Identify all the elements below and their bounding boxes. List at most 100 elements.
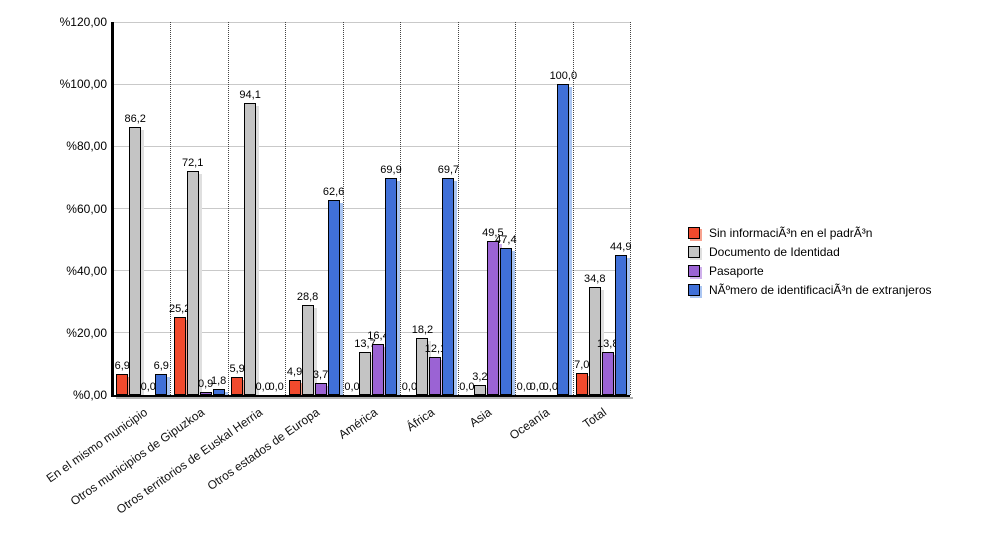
bar-value-label: 0,0 (140, 381, 156, 393)
bar-pasaporte (372, 344, 384, 395)
bar-n-mero-de-identificaci-n-de-extranjeros (212, 389, 225, 395)
bar-documento-de-identidad (186, 170, 199, 395)
category-separator-line (285, 22, 287, 395)
x-axis-category-label: En el mismo municipio (43, 405, 150, 486)
category-separator-line (170, 22, 172, 395)
x-axis-shadow (116, 397, 633, 399)
y-gridline (113, 270, 630, 272)
y-axis-tick-label: %80,00 (66, 139, 107, 154)
bar-value-label: 0,0 (268, 381, 284, 393)
bar-pasaporte (486, 241, 499, 395)
y-gridline (113, 83, 630, 85)
y-gridline (113, 21, 630, 23)
bar-value-label: 100,0 (549, 70, 578, 83)
bar-n-mero-de-identificaci-n-de-extranjeros (614, 255, 627, 395)
y-axis-tick-label: %60,00 (66, 201, 107, 216)
y-axis-tick-label: %100,00 (59, 77, 107, 92)
bar-documento-de-identidad (416, 338, 429, 395)
bar-pasaporte (314, 383, 327, 395)
y-gridline (113, 332, 630, 334)
bar-pasaporte (601, 352, 614, 395)
bar-value-label: 86,2 (124, 113, 146, 126)
bar-sin-informaci-n-en-el-padr-n (173, 316, 186, 395)
bar-documento-de-identidad (244, 102, 257, 395)
legend-swatch-icon (688, 246, 700, 258)
bar-value-label: 13,7 (354, 338, 376, 351)
chart-legend: Sin informaciÃ³n en el padrÃ³n Documento … (688, 226, 932, 302)
legend-label: Sin informaciÃ³n en el padrÃ³n (709, 226, 873, 240)
category-separator-line (630, 22, 631, 395)
bar-documento-de-identidad (588, 286, 601, 395)
bar-value-label: 62,6 (322, 186, 345, 199)
bar-n-mero-de-identificaci-n-de-extranjeros (557, 84, 570, 395)
legend-label: Documento de Identidad (709, 245, 840, 259)
bar-documento-de-identidad (301, 305, 314, 395)
x-axis-line (111, 395, 630, 397)
legend-item: Sin informaciÃ³n en el padrÃ³n (688, 226, 932, 240)
bar-value-label: 18,2 (411, 324, 434, 337)
bar-value-label: 44,9 (610, 241, 632, 254)
bar-value-label: 3,7 (312, 369, 329, 382)
category-separator-line (515, 22, 517, 395)
bar-value-label: 0,0 (255, 381, 271, 393)
bar-n-mero-de-identificaci-n-de-extranjeros (442, 178, 455, 395)
bar-value-label: 49,5 (482, 227, 504, 240)
bar-value-label: 4,9 (286, 365, 303, 378)
bar-pasaporte (429, 357, 442, 395)
bar-value-label: 16,4 (367, 330, 389, 343)
y-axis-line (111, 22, 114, 397)
legend-item: NÃºmero de identificaciÃ³n de extranjero… (688, 283, 932, 297)
category-separator-line (227, 22, 229, 395)
bar-n-mero-de-identificaci-n-de-extranjeros (155, 373, 168, 395)
bar-n-mero-de-identificaci-n-de-extranjeros (385, 177, 397, 395)
bar-value-label: 25,2 (168, 302, 191, 315)
bar-n-mero-de-identificaci-n-de-extranjeros (327, 200, 340, 395)
bar-value-label: 94,1 (239, 88, 261, 101)
bar-value-label: 72,1 (181, 156, 204, 169)
bar-documento-de-identidad (129, 127, 142, 395)
bar-value-label: 7,0 (574, 359, 590, 372)
y-axis-tick-label: %40,00 (66, 263, 107, 278)
bar-value-label: 5,9 (229, 362, 245, 375)
bar-value-label: 34,8 (584, 272, 606, 285)
bar-value-label: 0,0 (459, 381, 475, 393)
y-axis-tick-label: %20,00 (66, 325, 107, 340)
bar-value-label: 0,0 (344, 381, 360, 393)
bar-value-label: 47,4 (495, 233, 517, 246)
legend-swatch-icon (688, 284, 700, 296)
bar-n-mero-de-identificaci-n-de-extranjeros (499, 247, 512, 395)
y-gridline (113, 208, 630, 209)
category-separator-line (572, 22, 574, 395)
bar-value-label: 0,0 (542, 381, 558, 393)
category-separator-line (400, 22, 402, 395)
bar-value-label: 6,9 (153, 359, 169, 372)
bar-documento-de-identidad (359, 352, 371, 395)
bar-pasaporte (199, 392, 212, 395)
y-gridline (113, 145, 630, 147)
bar-sin-informaci-n-en-el-padr-n (231, 376, 244, 395)
bar-value-label: 28,8 (296, 291, 319, 304)
legend-item: Documento de Identidad (688, 245, 932, 259)
bar-sin-informaci-n-en-el-padr-n (575, 373, 588, 395)
bar-value-label: 0,0 (516, 381, 532, 393)
bar-value-label: 1,8 (211, 375, 227, 388)
legend-label: Pasaporte (709, 264, 764, 278)
legend-item: Pasaporte (688, 264, 932, 278)
category-separator-line (457, 22, 459, 395)
bar-value-label: 13,8 (597, 338, 619, 351)
bar-value-label: 69,9 (380, 163, 402, 176)
y-axis-tick-label: %120,00 (59, 15, 107, 29)
y-axis-tick-label: %0,00 (72, 388, 107, 402)
bar-value-label: 6,9 (114, 359, 130, 372)
bar-value-label: 3,2 (472, 371, 488, 384)
legend-swatch-icon (688, 227, 700, 239)
legend-label: NÃºmero de identificaciÃ³n de extranjero… (709, 283, 932, 297)
bar-value-label: 69,7 (437, 164, 460, 177)
bar-value-label: 0,9 (198, 378, 214, 391)
category-separator-line (342, 22, 344, 395)
bar-sin-informaci-n-en-el-padr-n (116, 373, 129, 395)
legend-swatch-icon (688, 265, 700, 277)
bar-value-label: 12,1 (424, 343, 447, 356)
